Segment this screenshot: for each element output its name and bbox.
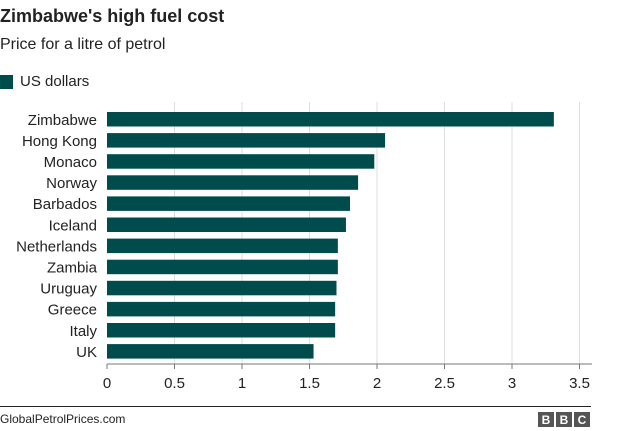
- x-axis: 0 0.5 1 1.5 2 2.5 3 3.5: [103, 363, 592, 392]
- x-tick-label: 3.5: [569, 375, 590, 392]
- footer-rule: [0, 406, 591, 407]
- bbc-logo: B B C: [538, 412, 590, 427]
- source-text: GlobalPetrolPrices.com: [0, 412, 126, 426]
- x-tick-label: 0.5: [164, 375, 185, 392]
- category-label: Norway: [46, 175, 97, 192]
- bbc-logo-letter: B: [556, 412, 572, 427]
- category-label: Zimbabwe: [28, 112, 97, 129]
- chart-subtitle: Price for a litre of petrol: [0, 36, 166, 53]
- x-tick-label: 2.5: [434, 375, 455, 392]
- x-tick-label: 2: [373, 375, 381, 392]
- bar: [107, 154, 375, 169]
- category-label: Hong Kong: [22, 133, 97, 150]
- category-label: Greece: [48, 302, 97, 319]
- x-tick-label: 0: [103, 375, 111, 392]
- bar: [107, 175, 359, 190]
- bar: [107, 344, 314, 359]
- bar: [107, 323, 336, 338]
- bars: [107, 112, 554, 359]
- category-label: Monaco: [44, 154, 97, 171]
- category-label: Netherlands: [16, 238, 97, 255]
- bar: [107, 112, 554, 127]
- bar: [107, 259, 338, 275]
- bar: [107, 301, 336, 317]
- x-tick-label: 3: [508, 375, 516, 392]
- legend-label: US dollars: [20, 73, 90, 90]
- legend-swatch: [0, 74, 13, 89]
- legend: US dollars: [0, 73, 89, 90]
- category-label: Uruguay: [40, 281, 97, 298]
- category-label: Italy: [69, 323, 97, 340]
- bar: [107, 238, 338, 254]
- category-label: UK: [76, 344, 97, 361]
- bar: [107, 133, 386, 148]
- category-labels: Zimbabwe Hong Kong Monaco Norway Barbados Ice…: [16, 112, 98, 361]
- category-label: Zambia: [47, 259, 98, 276]
- x-tick-label: 1.5: [299, 375, 320, 392]
- bar: [107, 196, 350, 211]
- x-tick-label: 1: [238, 375, 246, 392]
- bar: [107, 217, 346, 232]
- chart-title: Zimbabwe's high fuel cost: [0, 6, 225, 26]
- bar: [107, 280, 337, 296]
- category-label: Iceland: [49, 217, 97, 234]
- bbc-logo-letter: C: [574, 412, 590, 427]
- bbc-logo-letter: B: [538, 412, 554, 427]
- category-label: Barbados: [33, 196, 97, 213]
